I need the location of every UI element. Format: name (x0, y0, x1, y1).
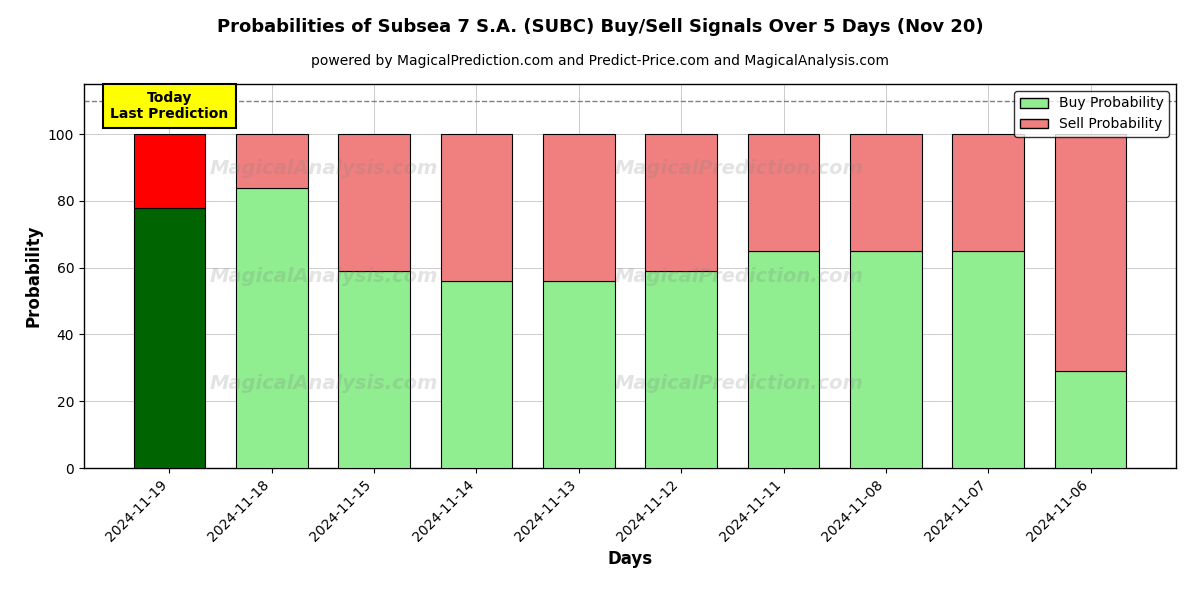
Y-axis label: Probability: Probability (24, 225, 42, 327)
Text: MagicalAnalysis.com: MagicalAnalysis.com (210, 159, 438, 178)
Bar (440, 134, 512, 281)
Bar (953, 134, 1024, 251)
Bar (748, 251, 820, 468)
Text: MagicalAnalysis.com: MagicalAnalysis.com (210, 374, 438, 393)
Bar (1055, 134, 1127, 371)
Text: Probabilities of Subsea 7 S.A. (SUBC) Buy/Sell Signals Over 5 Days (Nov 20): Probabilities of Subsea 7 S.A. (SUBC) Bu… (217, 18, 983, 36)
Bar (440, 281, 512, 468)
Text: MagicalPrediction.com: MagicalPrediction.com (614, 159, 864, 178)
Bar (133, 134, 205, 208)
Bar (338, 134, 410, 271)
Bar (338, 271, 410, 468)
Text: MagicalPrediction.com: MagicalPrediction.com (614, 374, 864, 393)
Bar (850, 134, 922, 251)
X-axis label: Days: Days (607, 550, 653, 568)
Bar (953, 251, 1024, 468)
Bar (850, 251, 922, 468)
Text: powered by MagicalPrediction.com and Predict-Price.com and MagicalAnalysis.com: powered by MagicalPrediction.com and Pre… (311, 54, 889, 68)
Text: Today
Last Prediction: Today Last Prediction (110, 91, 228, 121)
Bar (748, 134, 820, 251)
Text: MagicalPrediction.com: MagicalPrediction.com (614, 266, 864, 286)
Text: MagicalAnalysis.com: MagicalAnalysis.com (210, 266, 438, 286)
Bar (544, 134, 614, 281)
Bar (133, 208, 205, 468)
Bar (1055, 371, 1127, 468)
Bar (236, 134, 307, 188)
Bar (236, 188, 307, 468)
Bar (646, 271, 716, 468)
Bar (544, 281, 614, 468)
Legend: Buy Probability, Sell Probability: Buy Probability, Sell Probability (1014, 91, 1169, 137)
Bar (646, 134, 716, 271)
